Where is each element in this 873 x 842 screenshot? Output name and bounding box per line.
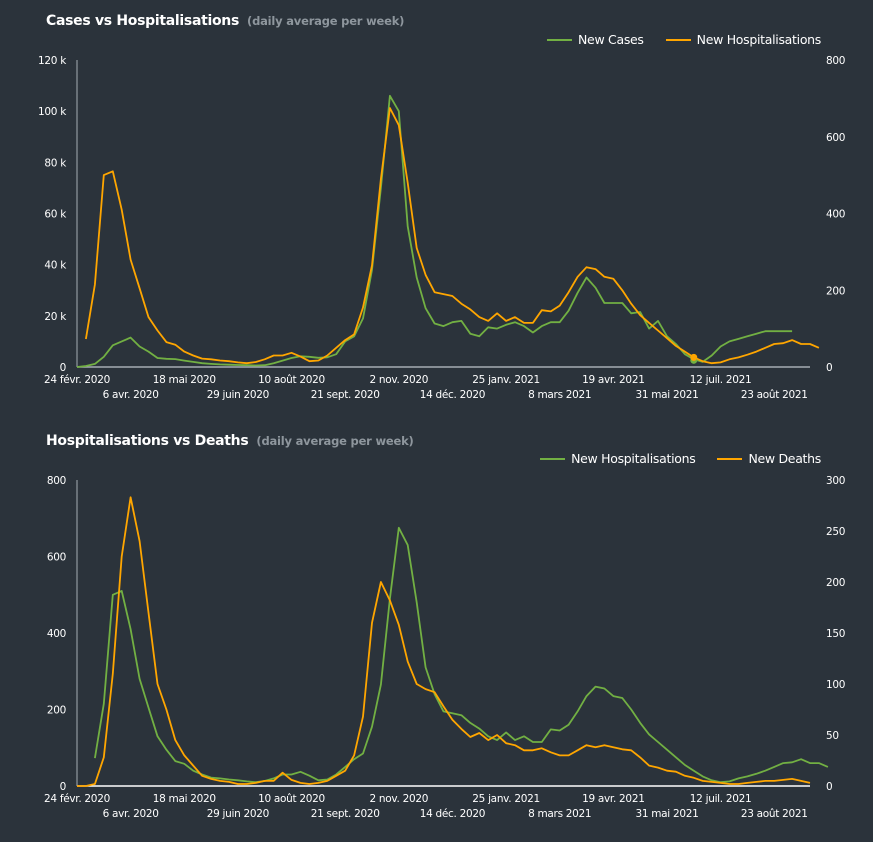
- y-left-tick-label: 600: [47, 552, 66, 564]
- series-line-new-hospitalisations[interactable]: [94, 526, 829, 784]
- legend-swatch-orange: [717, 457, 743, 460]
- legend-item-new-cases[interactable]: New Cases: [547, 32, 644, 47]
- series-line-new-deaths[interactable]: [77, 496, 811, 787]
- x-tick-label: 21 sept. 2020: [311, 808, 380, 820]
- chart-title-text: Hospitalisations vs Deaths: [46, 433, 249, 449]
- x-tick-label: 18 mai 2020: [153, 374, 216, 386]
- x-tick-label: 21 sept. 2020: [311, 389, 380, 401]
- legend-item-new-hospitalisations[interactable]: New Hospitalisations: [540, 451, 696, 466]
- y-left-tick-label: 80 k: [44, 157, 67, 169]
- y-right-tick-label: 200: [826, 577, 845, 589]
- legend: New Cases New Hospitalisations: [547, 32, 821, 47]
- x-tick-label: 10 août 2020: [258, 374, 325, 386]
- x-tick-label: 12 juil. 2021: [690, 793, 752, 805]
- x-tick-label: 29 juin 2020: [207, 389, 269, 401]
- x-tick-label: 8 mars 2021: [528, 389, 591, 401]
- x-tick-label: 24 févr. 2020: [44, 793, 110, 805]
- y-right-tick-label: 100: [826, 679, 845, 691]
- chart-plot-area: 0 20 k 40 k 60 k 80 k 100 k 120 k 0 200 400 600 800…: [38, 55, 845, 401]
- y-right-tick-label: 0: [826, 362, 832, 374]
- x-tick-label: 19 avr. 2021: [582, 374, 645, 386]
- x-tick-label: 6 avr. 2020: [103, 389, 159, 401]
- y-left-tick-label: 0: [60, 781, 66, 793]
- y-right-tick-label: 50: [826, 730, 839, 742]
- chart-title: Cases vs Hospitalisations (daily average …: [46, 13, 404, 29]
- legend-label: New Deaths: [748, 451, 821, 466]
- hover-point-orange[interactable]: [690, 353, 698, 361]
- x-tick-label: 6 avr. 2020: [103, 808, 159, 820]
- chart-cases-vs-hospitalisations: Cases vs Hospitalisations (daily average …: [0, 0, 873, 420]
- x-tick-label: 29 juin 2020: [207, 808, 269, 820]
- legend: New Hospitalisations New Deaths: [540, 451, 821, 466]
- y-left-tick-label: 40 k: [44, 260, 67, 272]
- x-tick-label: 12 juil. 2021: [690, 374, 752, 386]
- x-tick-label: 23 août 2021: [741, 389, 808, 401]
- y-left-tick-label: 400: [47, 628, 66, 640]
- y-right-tick-label: 600: [826, 132, 845, 144]
- x-tick-label: 19 avr. 2021: [582, 793, 645, 805]
- y-left-tick-label: 0: [60, 362, 66, 374]
- series-line-new-hospitalisations[interactable]: [85, 107, 820, 365]
- y-right-tick-label: 150: [826, 628, 845, 640]
- legend-label: New Hospitalisations: [696, 32, 822, 47]
- x-tick-label: 25 janv. 2021: [472, 793, 540, 805]
- x-tick-label: 25 janv. 2021: [472, 374, 540, 386]
- y-right-tick-label: 200: [826, 285, 845, 297]
- series-line-new-cases[interactable]: [76, 94, 793, 368]
- legend-swatch-orange: [665, 38, 691, 41]
- y-left-tick-label: 100 k: [38, 106, 67, 118]
- y-right-tick-label: 250: [826, 526, 845, 538]
- y-left-tick-label: 20 k: [44, 311, 67, 323]
- chart-plot-area: 0 200 400 600 800 0 50 100 150 200 250 300 24 févr. …: [44, 475, 845, 820]
- x-tick-label: 31 mai 2021: [635, 808, 698, 820]
- x-tick-label: 23 août 2021: [741, 808, 808, 820]
- x-tick-label: 8 mars 2021: [528, 808, 591, 820]
- x-tick-label: 2 nov. 2020: [370, 793, 429, 805]
- legend-label: New Cases: [578, 32, 644, 47]
- x-tick-label: 24 févr. 2020: [44, 374, 110, 386]
- y-left-tick-label: 60 k: [44, 209, 67, 221]
- chart-subtitle: (daily average per week): [247, 14, 405, 28]
- x-tick-label: 10 août 2020: [258, 793, 325, 805]
- chart-subtitle: (daily average per week): [256, 434, 414, 448]
- y-right-tick-label: 300: [826, 475, 845, 487]
- chart-hospitalisations-vs-deaths: Hospitalisations vs Deaths (daily average…: [0, 420, 873, 842]
- y-left-tick-label: 800: [47, 475, 66, 487]
- y-right-tick-label: 800: [826, 55, 845, 67]
- y-right-tick-label: 400: [826, 209, 845, 221]
- x-tick-label: 18 mai 2020: [153, 793, 216, 805]
- x-tick-label: 14 déc. 2020: [420, 389, 485, 401]
- legend-item-new-deaths[interactable]: New Deaths: [717, 451, 821, 466]
- legend-label: New Hospitalisations: [571, 451, 696, 466]
- chart-title: Hospitalisations vs Deaths (daily average…: [46, 433, 414, 449]
- x-tick-label: 2 nov. 2020: [370, 374, 429, 386]
- legend-swatch-green: [547, 38, 572, 41]
- chart-title-text: Cases vs Hospitalisations: [46, 13, 240, 29]
- legend-item-new-hospitalisations[interactable]: New Hospitalisations: [665, 32, 822, 47]
- x-tick-label: 14 déc. 2020: [420, 808, 485, 820]
- y-right-tick-label: 0: [826, 781, 832, 793]
- x-tick-label: 31 mai 2021: [635, 389, 698, 401]
- legend-swatch-green: [540, 457, 566, 460]
- y-left-tick-label: 120 k: [38, 55, 67, 67]
- y-left-tick-label: 200: [47, 705, 66, 717]
